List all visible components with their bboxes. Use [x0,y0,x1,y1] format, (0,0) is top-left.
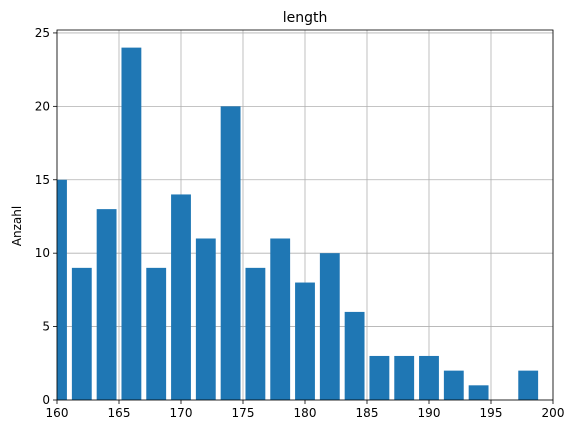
y-tick-label: 20 [35,99,50,113]
x-tick-label: 165 [108,406,131,420]
y-tick-label: 10 [35,246,50,260]
x-tick-label: 160 [46,406,69,420]
x-tick-label: 185 [356,406,379,420]
x-axis-ticks: 160 165 170 175 180 185 190 195 200 [46,400,565,420]
x-tick-label: 180 [294,406,317,420]
histogram-bar [146,267,167,400]
y-axis-ticks: 0 5 10 15 20 25 [35,26,57,407]
histogram-bar [171,194,191,400]
histogram-bar [369,355,390,400]
histogram-bar [220,106,241,400]
y-tick-label: 5 [42,320,50,334]
x-tick-label: 170 [170,406,193,420]
histogram-bar [245,267,266,400]
y-tick-label: 15 [35,173,50,187]
histogram-bar [518,370,539,400]
histogram-bar [195,238,216,400]
histogram-bar [96,209,117,400]
x-tick-label: 195 [480,406,503,420]
histogram-bar [419,355,439,400]
histogram-bar [443,370,464,400]
histogram-bar [57,179,67,400]
histogram-bar [319,253,340,400]
y-tick-label: 25 [35,26,50,40]
x-tick-label: 190 [418,406,441,420]
histogram-bar [344,311,365,400]
y-axis-label: Anzahl [10,206,24,246]
histogram-bar [270,238,291,400]
histogram-bar [394,355,415,400]
x-tick-label: 200 [542,406,565,420]
histogram-bar [468,385,489,400]
y-tick-label: 0 [42,393,50,407]
chart-title: length [283,10,328,26]
histogram-bar [71,267,92,400]
x-tick-label: 175 [232,406,255,420]
bars [57,47,539,400]
histogram-bar [295,282,315,400]
histogram-bar [121,47,142,400]
